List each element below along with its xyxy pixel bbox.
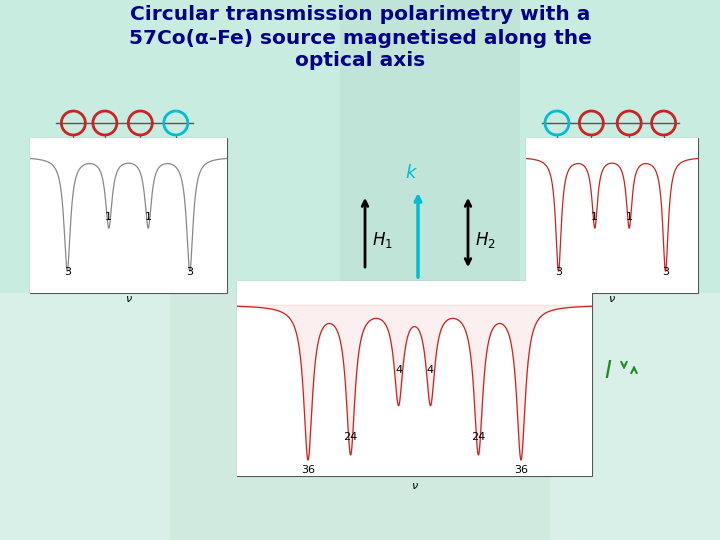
Bar (340, 0, 520, 293)
Text: $H_2$: $H_2$ (475, 230, 496, 250)
Bar (0, 0, 340, 293)
Text: 57Co(α-Fe) source magnetised along the: 57Co(α-Fe) source magnetised along the (129, 29, 591, 48)
Text: $\nu$: $\nu$ (410, 481, 418, 491)
Text: 1: 1 (145, 212, 152, 222)
Text: optical axis: optical axis (295, 51, 425, 71)
Text: $H_1$: $H_1$ (372, 230, 393, 250)
Text: 3: 3 (186, 267, 193, 278)
Bar (520, 0, 720, 293)
Text: 36: 36 (301, 465, 315, 475)
Text: $\nu$: $\nu$ (608, 294, 616, 305)
Text: 1: 1 (591, 212, 598, 222)
Text: 3: 3 (555, 267, 562, 278)
Text: 36: 36 (514, 465, 528, 475)
Text: 1: 1 (626, 212, 633, 222)
Text: 4: 4 (395, 365, 402, 375)
Bar (237, 281, 592, 476)
Text: 24: 24 (472, 431, 485, 442)
Bar (170, 293, 550, 540)
Text: $k$: $k$ (405, 164, 418, 182)
Text: Circular transmission polarimetry with a: Circular transmission polarimetry with a (130, 5, 590, 24)
Text: $I$: $I$ (604, 359, 612, 382)
Text: 3: 3 (662, 267, 669, 278)
Bar (526, 138, 698, 293)
Text: 3: 3 (63, 267, 71, 278)
Text: 4: 4 (427, 365, 434, 375)
Text: 24: 24 (343, 431, 358, 442)
Text: $\nu$: $\nu$ (125, 294, 132, 305)
Bar (30, 138, 227, 293)
Text: 1: 1 (105, 212, 112, 222)
